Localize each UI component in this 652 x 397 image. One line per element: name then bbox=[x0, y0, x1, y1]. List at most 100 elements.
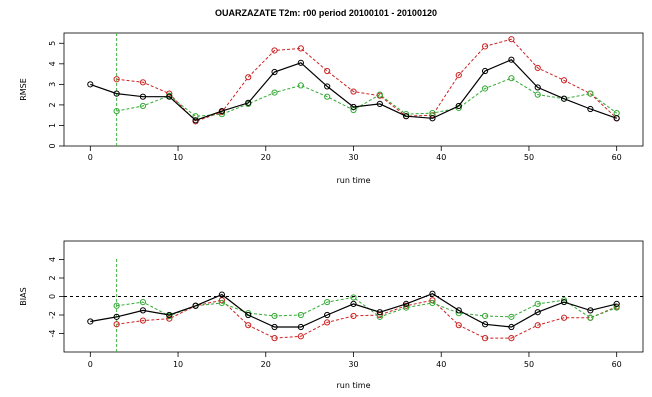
rmse-series-0-point bbox=[376, 100, 383, 107]
rmse-series-1-point bbox=[350, 88, 357, 95]
rmse-series-2-point bbox=[139, 102, 147, 110]
bias-series-0-point bbox=[376, 309, 383, 316]
rmse-y-tick-label: 5 bbox=[48, 41, 57, 46]
rmse-series-0-point bbox=[429, 115, 436, 122]
rmse-series-0-point bbox=[534, 84, 541, 91]
rmse-series-1-point bbox=[139, 79, 147, 86]
bias-series-2-point bbox=[429, 299, 436, 307]
bias-series-2-point bbox=[218, 299, 226, 307]
rmse-series-1-point bbox=[297, 45, 304, 52]
bias-series-0-point bbox=[297, 323, 304, 331]
bias-series-0-point bbox=[508, 323, 515, 331]
rmse-y-tick-label: 4 bbox=[48, 61, 57, 66]
bias-x-axis-label: run time bbox=[336, 381, 370, 390]
bias-series-0-point bbox=[192, 302, 199, 309]
rmse-series-0-point bbox=[350, 103, 357, 111]
rmse-series-1-point bbox=[560, 77, 568, 84]
bias-series-2-point bbox=[481, 312, 489, 320]
rmse-series-0-point bbox=[192, 117, 199, 124]
rmse-y-tick-label: 1 bbox=[48, 123, 57, 128]
bias-series-0-point bbox=[429, 290, 436, 297]
bias-x-tick-label: 20 bbox=[261, 360, 271, 369]
bias-y-tick-label: -2 bbox=[48, 311, 57, 319]
bias-series-1-point bbox=[324, 319, 331, 326]
bias-x-tick-label: 0 bbox=[88, 360, 93, 369]
bias-series-1-point bbox=[534, 322, 541, 329]
bias-series-2-point bbox=[613, 304, 620, 311]
rmse-series-2-point bbox=[297, 82, 304, 89]
rmse-series-0-point bbox=[324, 83, 331, 90]
bias-series-0-point bbox=[324, 311, 331, 319]
bias-series-0-point bbox=[481, 321, 489, 328]
rmse-series-0-point bbox=[87, 81, 94, 88]
rmse-y-tick-label: 0 bbox=[48, 143, 57, 148]
rmse-x-tick-label: 30 bbox=[348, 153, 358, 162]
rmse-series-2-line bbox=[116, 77, 617, 117]
bias-x-tick-label: 50 bbox=[524, 360, 534, 369]
bias-series-1-point bbox=[481, 335, 489, 342]
bias-series-0-point bbox=[350, 300, 357, 307]
bias-series-1-point bbox=[560, 314, 568, 321]
rmse-series-0-point bbox=[455, 102, 462, 110]
rmse-x-tick-label: 10 bbox=[173, 153, 183, 162]
rmse-series-0-line bbox=[90, 58, 617, 121]
bias-x-tick-label: 60 bbox=[612, 360, 622, 369]
rmse-series-1-point bbox=[324, 67, 331, 75]
rmse-x-tick-label: 60 bbox=[612, 153, 622, 162]
bias-series-2-point bbox=[297, 311, 304, 319]
bias-series-2-point bbox=[376, 313, 383, 320]
bias-series-1-point bbox=[271, 335, 278, 342]
rmse-x-tick-label: 50 bbox=[524, 153, 534, 162]
bias-series-0-point bbox=[455, 307, 462, 314]
rmse-series-0-point bbox=[587, 105, 594, 113]
bias-series-2-point bbox=[508, 313, 515, 320]
bias-series-1-point bbox=[139, 317, 147, 324]
rmse-series-1-point bbox=[113, 76, 120, 83]
bias-series-1-line bbox=[116, 299, 617, 339]
rmse-plot-frame bbox=[63, 32, 644, 147]
rmse-x-tick-label: 0 bbox=[88, 153, 93, 162]
bias-series-2-line bbox=[116, 296, 617, 319]
rmse-y-axis-label: RMSE bbox=[19, 78, 28, 101]
bias-series-0-point bbox=[613, 300, 620, 307]
bias-x-tick-label: 40 bbox=[436, 360, 446, 369]
bias-y-tick-label: 2 bbox=[48, 275, 57, 280]
rmse-series-2-point bbox=[324, 93, 331, 100]
rmse-series-2-point bbox=[271, 89, 278, 96]
bias-series-2-point bbox=[113, 302, 120, 309]
rmse-series-0-point bbox=[139, 93, 147, 100]
bias-series-0-point bbox=[166, 311, 173, 319]
bias-series-1-point bbox=[455, 322, 462, 329]
bias-series-0-point bbox=[534, 309, 541, 316]
rmse-x-axis-label: run time bbox=[336, 176, 370, 185]
bias-series-2-point bbox=[324, 298, 331, 306]
rmse-x-tick-label: 20 bbox=[261, 153, 271, 162]
rmse-y-tick-label: 2 bbox=[48, 102, 57, 107]
rmse-series-0-point bbox=[271, 68, 278, 76]
rmse-series-0-point bbox=[508, 56, 515, 63]
rmse-series-2-point bbox=[587, 90, 594, 97]
rmse-series-0-point bbox=[218, 107, 226, 115]
rmse-series-0-point bbox=[245, 99, 252, 106]
rmse-series-1-point bbox=[481, 43, 489, 50]
rmse-series-0-point bbox=[166, 93, 173, 100]
bias-series-0-point bbox=[587, 307, 594, 314]
bias-series-2-point bbox=[139, 298, 147, 306]
rmse-series-2-point bbox=[534, 91, 541, 98]
bias-series-1-point bbox=[113, 321, 120, 328]
bias-series-1-point bbox=[245, 322, 252, 329]
bias-series-2-point bbox=[403, 304, 410, 311]
bias-series-1-point bbox=[403, 302, 410, 309]
rmse-series-1-point bbox=[245, 74, 252, 81]
rmse-series-1-point bbox=[455, 72, 462, 79]
bias-y-tick-label: 4 bbox=[48, 257, 57, 262]
rmse-series-1-point bbox=[271, 47, 278, 54]
rmse-series-2-point bbox=[192, 113, 199, 120]
bias-series-0-point bbox=[87, 318, 94, 325]
bias-series-1-point bbox=[350, 312, 357, 320]
bias-series-0-line bbox=[90, 293, 617, 328]
bias-series-0-point bbox=[245, 311, 252, 319]
bias-series-2-point bbox=[350, 294, 357, 301]
rmse-y-tick-label: 3 bbox=[48, 82, 57, 87]
